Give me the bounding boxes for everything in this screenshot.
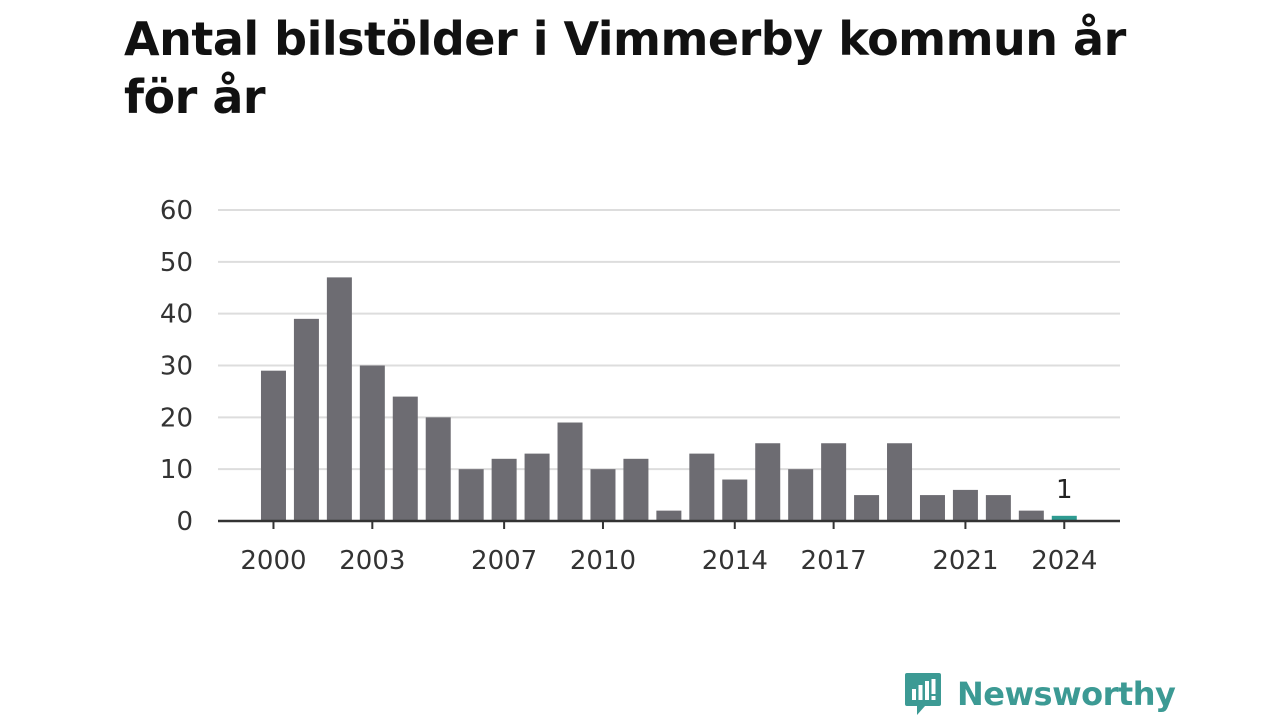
- bar-2018: [854, 495, 880, 521]
- x-axis: [218, 519, 1120, 529]
- y-axis-ticks: 0 10 20 30 40 50 60: [160, 196, 193, 537]
- bar-2016: [788, 469, 814, 521]
- bar-2015: [755, 443, 781, 521]
- bar-2020: [919, 495, 945, 521]
- bar-2024: [1051, 515, 1077, 521]
- x-tick-label: 2007: [471, 546, 537, 576]
- bar-2001: [293, 318, 319, 521]
- bar-2010: [590, 469, 616, 521]
- bar-2013: [689, 453, 715, 521]
- bar-2019: [887, 443, 913, 521]
- bar-2017: [821, 443, 847, 521]
- chart-title: Antal bilstölder i Vimmerby kommun år fö…: [124, 12, 1126, 124]
- bar-2011: [623, 458, 649, 521]
- bar-2022: [985, 495, 1011, 521]
- data-labels: 1: [1056, 475, 1073, 505]
- newsworthy-wordmark: Newsworthy: [957, 675, 1176, 713]
- x-tick-label: 2024: [1031, 546, 1097, 576]
- bar-2003: [359, 365, 385, 521]
- x-tick-label: 2000: [240, 546, 306, 576]
- bar-2021: [952, 489, 978, 521]
- bars: [260, 277, 1077, 521]
- grid-lines: [218, 209, 1120, 471]
- y-tick-label: 30: [160, 352, 193, 382]
- x-tick-label: 2003: [339, 546, 405, 576]
- bar-2002: [326, 277, 352, 521]
- bar-2012: [656, 510, 682, 521]
- bar-2023: [1018, 510, 1044, 521]
- bar-2004: [392, 396, 418, 521]
- newsworthy-chart-bubble-icon: [905, 673, 941, 715]
- x-tick-label: 2014: [702, 546, 768, 576]
- data-label-2024: 1: [1056, 475, 1073, 505]
- y-tick-label: 20: [160, 403, 193, 433]
- x-tick-label: 2017: [801, 546, 867, 576]
- bar-2000: [260, 370, 286, 521]
- x-axis-ticks: 2000 2003 2007 2010 2014 2017 2021 2024: [240, 546, 1097, 576]
- bar-2006: [458, 469, 484, 521]
- bar-2014: [722, 479, 748, 521]
- y-tick-label: 40: [160, 300, 193, 330]
- newsworthy-logo: Newsworthy: [903, 670, 1176, 718]
- x-tick-label: 2010: [570, 546, 636, 576]
- bar-2008: [524, 453, 550, 521]
- bar-2007: [491, 458, 517, 521]
- bar-2005: [425, 417, 451, 521]
- y-tick-label: 10: [160, 455, 193, 485]
- y-tick-label: 0: [176, 507, 193, 537]
- y-tick-label: 60: [160, 196, 193, 226]
- y-tick-label: 50: [160, 248, 193, 278]
- bar-2009: [557, 422, 583, 521]
- x-tick-label: 2021: [932, 546, 998, 576]
